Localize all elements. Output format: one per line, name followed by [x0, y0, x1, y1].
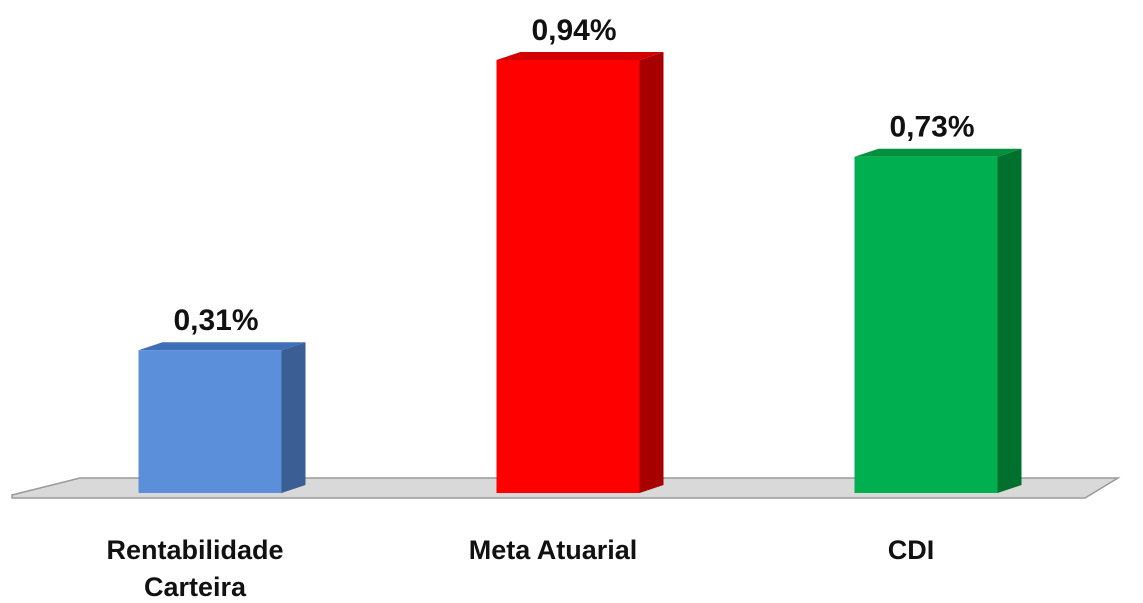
- bar-group: [138, 342, 306, 493]
- data-label: 0,31%: [173, 304, 258, 337]
- bar-side: [639, 52, 664, 493]
- bar-top: [138, 342, 306, 351]
- bar-top: [496, 52, 664, 60]
- bar: [138, 350, 282, 493]
- bar-group: [496, 52, 664, 493]
- category-label: Meta Atuarial: [469, 535, 638, 565]
- bar: [854, 156, 998, 493]
- bar-group: [854, 148, 1022, 493]
- bar: [496, 60, 640, 493]
- category-label: Carteira: [144, 572, 247, 602]
- data-label: 0,94%: [531, 14, 616, 47]
- bar-side: [997, 148, 1022, 493]
- labels-layer: 0,31% Rentabilidade Carteira 0,94% Meta Atua…: [106, 14, 974, 602]
- bar-top: [854, 148, 1022, 157]
- category-label: CDI: [888, 535, 935, 565]
- data-label: 0,73%: [889, 111, 974, 144]
- bars-layer: [138, 52, 1022, 493]
- bar-side: [281, 342, 306, 493]
- category-label: Rentabilidade: [106, 535, 283, 565]
